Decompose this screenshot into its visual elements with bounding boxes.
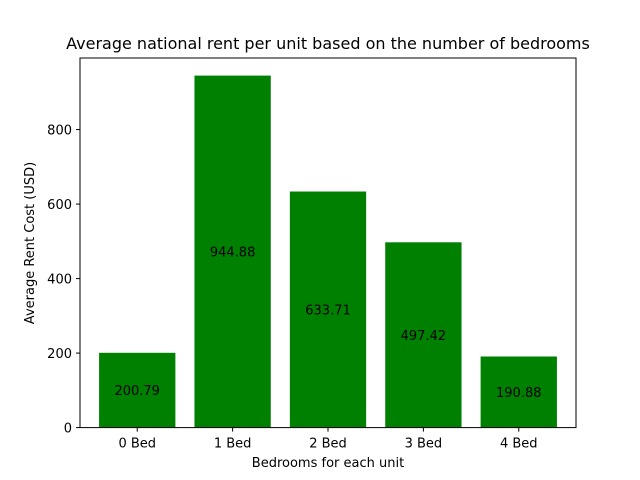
y-tick-label: 800	[47, 124, 72, 139]
bar-2-bed	[289, 191, 367, 428]
y-tick-label: 600	[47, 198, 72, 213]
data-label: 633.71	[305, 304, 351, 319]
x-axis-label: Bedrooms for each unit	[252, 456, 404, 471]
y-tick-label: 400	[47, 273, 72, 288]
x-axis: 0 Bed 1 Bed 2 Bed 3 Bed 4 Bed	[118, 427, 538, 452]
bars-layer	[99, 75, 557, 428]
data-label: 497.42	[401, 329, 447, 344]
bar-1-bed	[194, 75, 271, 428]
data-label: 190.88	[496, 386, 542, 401]
data-label: 200.79	[114, 384, 160, 399]
y-tick-label: 200	[47, 347, 72, 362]
data-labels-layer: 200.79 944.88 633.71 497.42 190.88	[114, 246, 541, 401]
y-axis: 0 200 400 600 800	[47, 124, 80, 437]
chart-title: Average national rent per unit based on …	[66, 34, 590, 53]
x-tick-label: 1 Bed	[214, 437, 252, 452]
data-label: 944.88	[210, 246, 256, 261]
y-axis-label: Average Rent Cost (USD)	[23, 162, 38, 324]
y-tick-label: 0	[64, 422, 72, 437]
x-tick-label: 3 Bed	[405, 437, 443, 452]
x-tick-label: 0 Bed	[118, 437, 156, 452]
x-tick-label: 2 Bed	[309, 437, 347, 452]
bar-0-bed	[99, 352, 176, 428]
plot-frame	[79, 57, 577, 429]
x-tick-label: 4 Bed	[500, 437, 538, 452]
bar-3-bed	[385, 242, 462, 428]
bar-4-bed	[480, 356, 557, 428]
